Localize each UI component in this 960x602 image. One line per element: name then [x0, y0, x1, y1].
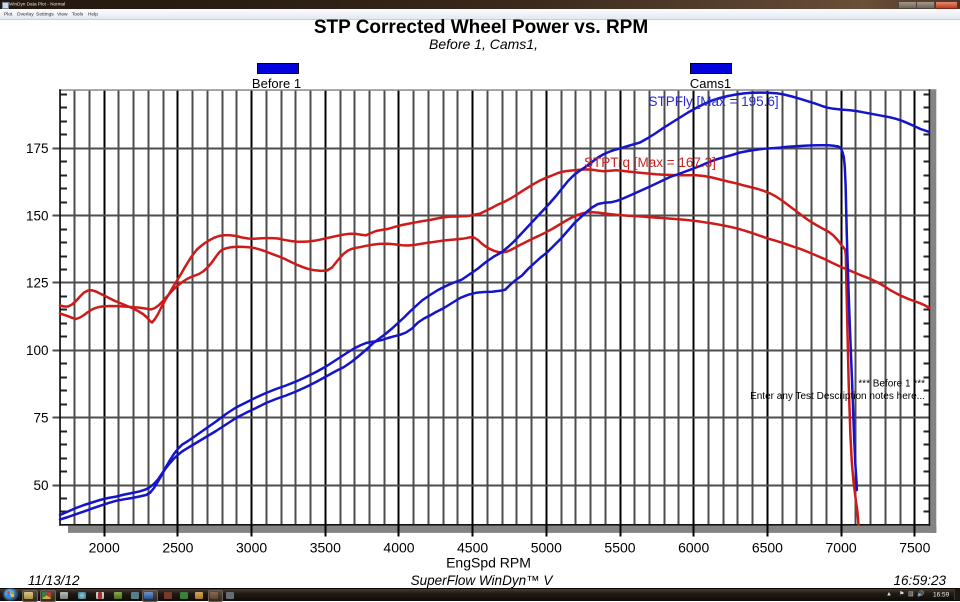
svg-text:100: 100	[26, 343, 49, 358]
svg-text:EngSpd RPM: EngSpd RPM	[446, 555, 531, 571]
svg-text:2000: 2000	[89, 540, 120, 556]
svg-text:150: 150	[26, 208, 49, 223]
svg-text:STPTrq [Max = 167.3]: STPTrq [Max = 167.3]	[584, 155, 716, 170]
svg-text:7500: 7500	[899, 540, 930, 556]
svg-text:STPFly [Max = 195.6]: STPFly [Max = 195.6]	[649, 94, 779, 109]
svg-text:Enter any Test Description not: Enter any Test Description notes here...	[750, 391, 925, 402]
svg-text:175: 175	[26, 141, 49, 156]
svg-text:7000: 7000	[826, 540, 857, 556]
svg-text:75: 75	[33, 410, 48, 425]
svg-text:4500: 4500	[457, 540, 488, 556]
svg-text:4000: 4000	[383, 540, 414, 556]
svg-text:125: 125	[26, 276, 49, 291]
svg-text:3500: 3500	[310, 540, 341, 556]
svg-text:5500: 5500	[604, 540, 635, 556]
svg-text:3000: 3000	[236, 540, 267, 556]
svg-text:50: 50	[33, 478, 48, 493]
svg-text:6000: 6000	[678, 540, 709, 556]
svg-text:*** Before 1 ***: *** Before 1 ***	[858, 379, 925, 390]
svg-text:2500: 2500	[162, 540, 193, 556]
svg-text:6500: 6500	[752, 540, 783, 556]
svg-text:5000: 5000	[531, 540, 562, 556]
